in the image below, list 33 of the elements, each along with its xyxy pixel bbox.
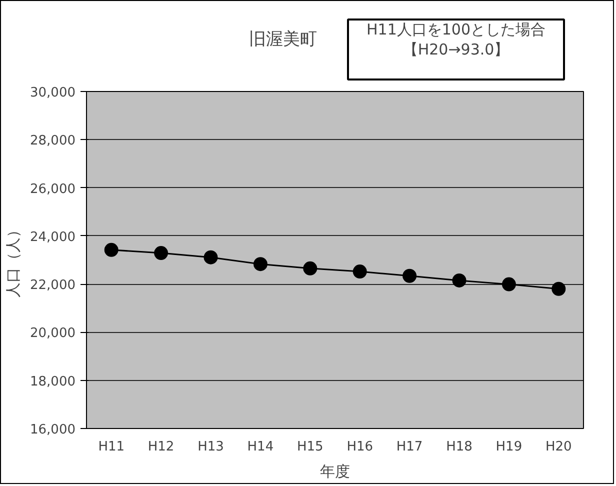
x-tick-label: H18: [446, 440, 472, 454]
text: H11人口を100とした場合: [366, 20, 546, 38]
point: [552, 282, 566, 296]
point: [502, 277, 516, 292]
point: [253, 257, 268, 272]
point: [352, 264, 367, 279]
x-tick-label: H15: [296, 440, 324, 454]
x-tick-label: H12: [148, 440, 174, 454]
point: [402, 268, 417, 283]
x-tick-label: H13: [198, 440, 224, 454]
x-tick-label: H17: [396, 440, 423, 454]
x-tick-label: H16: [346, 440, 374, 454]
y-tick-label: 22,000: [30, 278, 76, 294]
y-tick-label: 18,000: [30, 374, 76, 390]
point: [154, 246, 168, 260]
x-tick-label: H20: [545, 440, 572, 454]
point: [104, 242, 118, 257]
y-tick-label: 16,000: [30, 422, 76, 438]
point: [452, 273, 466, 288]
text: 【H20→93.0】: [402, 40, 510, 58]
y-tick-label: 26,000: [30, 182, 76, 197]
y-tick-label: 30,000: [30, 86, 76, 100]
point: [204, 250, 218, 264]
point: [303, 261, 318, 276]
chart-title: 旧渥美町: [248, 30, 317, 50]
x-tick-label: H11: [98, 440, 125, 454]
x-axis-title: 年度: [320, 462, 350, 480]
x-tick-label: H19: [496, 440, 522, 454]
y-tick-label: 20,000: [30, 326, 76, 342]
y-axis-title: 人口（人）: [4, 222, 22, 298]
y-tick-label: 24,000: [30, 230, 76, 245]
x-tick-label: H14: [247, 440, 274, 454]
y-tick-label: 28,000: [30, 134, 76, 149]
